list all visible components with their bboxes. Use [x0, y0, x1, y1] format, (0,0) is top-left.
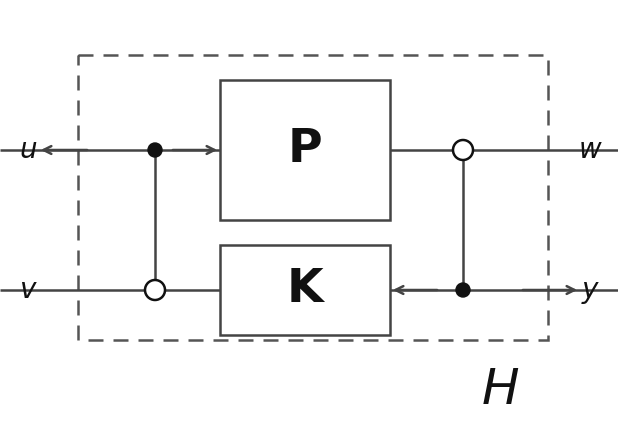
Text: w: w	[578, 136, 601, 164]
Text: v: v	[20, 276, 36, 304]
Circle shape	[456, 283, 470, 297]
Text: u: u	[19, 136, 37, 164]
Circle shape	[148, 143, 162, 157]
Text: K: K	[287, 267, 323, 312]
Bar	[78, 55, 548, 340]
Bar	[220, 245, 390, 335]
Circle shape	[145, 280, 165, 300]
Circle shape	[453, 140, 473, 160]
Bar	[220, 80, 390, 220]
Text: y: y	[582, 276, 598, 304]
Text: H: H	[481, 366, 519, 414]
Text: P: P	[287, 127, 323, 172]
